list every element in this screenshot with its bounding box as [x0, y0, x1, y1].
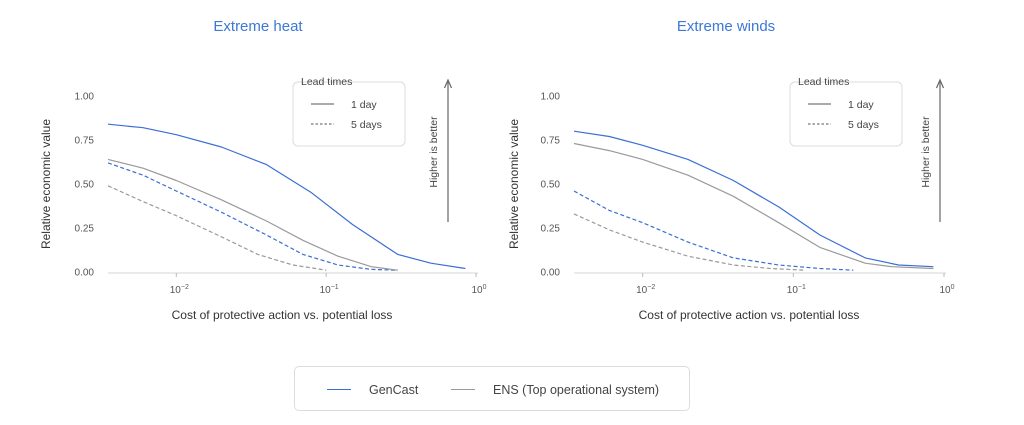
chart-title: Extreme winds — [677, 18, 775, 35]
lead-times-legend-box — [292, 81, 406, 147]
better-arrow-head — [443, 78, 453, 89]
lead-times-legend-box — [789, 81, 903, 147]
series-line-gencast-5-days — [573, 190, 854, 271]
x-axis-label: Cost of protective action vs. potential … — [639, 308, 860, 322]
x-tick-label: 10−1 — [320, 284, 339, 296]
higher-is-better-label: Higher is better — [920, 116, 932, 188]
series-line-gencast-1-day — [573, 130, 934, 268]
y-tick-label: 0.25 — [75, 224, 95, 235]
lead-times-legend-label: 5 days — [848, 119, 879, 131]
y-tick-label: 0.50 — [541, 180, 561, 191]
chart-panel-1: Extreme heat 0.00 0.25 0.50 0.75 1.00 10−2 10−1… — [39, 18, 487, 322]
series-line-gencast-1-day — [107, 123, 466, 270]
y-tick-label: 0.25 — [541, 224, 561, 235]
lead-times-legend-label: 1 day — [848, 99, 874, 111]
x-tick-label: 10−2 — [636, 284, 655, 296]
y-tick-label: 0.00 — [75, 268, 95, 279]
gencast-line-swatch — [327, 389, 351, 390]
y-tick-label: 1.00 — [75, 92, 95, 103]
series-line-ens-1-day — [107, 158, 398, 271]
series-line-ens-5-days — [107, 185, 327, 271]
x-tick-label: 10−1 — [787, 284, 806, 296]
better-arrow-head — [935, 78, 945, 89]
series-legend: GenCast ENS (Top operational system) — [294, 366, 690, 411]
legend-item-gencast: GenCast — [327, 367, 418, 412]
y-tick-label: 0.75 — [75, 136, 95, 147]
series-line-ens-5-days — [573, 213, 806, 271]
higher-is-better-label: Higher is better — [428, 116, 440, 188]
chart-title: Extreme heat — [213, 18, 303, 35]
x-axis-label: Cost of protective action vs. potential … — [172, 308, 393, 322]
chart-panel-2: Extreme winds 0.00 0.25 0.50 0.75 1.00 10−2 10−… — [507, 18, 955, 322]
legend-label-gencast: GenCast — [369, 382, 419, 397]
legend-item-ens: ENS (Top operational system) — [451, 367, 659, 412]
x-tick-label: 10−2 — [170, 284, 189, 296]
lead-times-legend-label: 1 day — [351, 99, 377, 111]
x-tick-label: 100 — [471, 284, 486, 296]
y-axis-label: Relative economic value — [39, 119, 53, 249]
y-axis-label: Relative economic value — [507, 119, 521, 249]
series-line-ens-1-day — [573, 142, 934, 270]
lead-times-legend-title: Lead times — [301, 76, 352, 88]
x-tick-label: 100 — [939, 284, 954, 296]
y-tick-label: 1.00 — [541, 92, 561, 103]
ens-line-swatch — [451, 389, 475, 390]
y-tick-label: 0.00 — [541, 268, 561, 279]
lead-times-legend-title: Lead times — [798, 76, 849, 88]
series-line-gencast-5-days — [107, 162, 398, 271]
y-tick-label: 0.75 — [541, 136, 561, 147]
lead-times-legend-label: 5 days — [351, 119, 382, 131]
y-tick-label: 0.50 — [75, 180, 95, 191]
legend-label-ens: ENS (Top operational system) — [493, 382, 660, 397]
